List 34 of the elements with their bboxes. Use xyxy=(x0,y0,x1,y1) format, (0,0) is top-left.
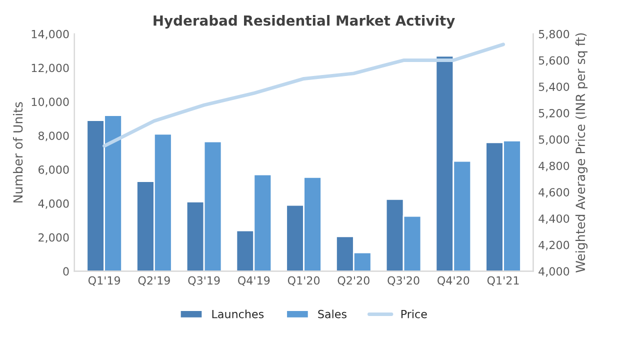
legend-label: Launches xyxy=(212,310,264,318)
y2-tick-label: 5,000 xyxy=(538,135,570,145)
y2-tick-label: 5,600 xyxy=(538,56,570,66)
x-tick-label: Q1'20 xyxy=(288,276,320,286)
x-tick-label: Q2'20 xyxy=(338,276,370,286)
y2-tick-label: 4,200 xyxy=(538,240,570,250)
y2-tick-label: 4,400 xyxy=(538,214,570,224)
y-tick-label: 8,000 xyxy=(38,132,69,142)
y2-tick-label: 4,800 xyxy=(538,162,570,172)
chart-title: Hyderabad Residential Market Activity xyxy=(154,15,455,29)
x-tick-label: Q2'19 xyxy=(138,276,170,286)
y2-tick-label: 5,200 xyxy=(538,108,570,119)
legend-label: Sales xyxy=(318,310,346,318)
y2-axis-title: Weighted Average Price (INR per sq ft) xyxy=(575,33,588,272)
y-axis-title: Number of Units xyxy=(13,102,23,202)
y-tick-label: 14,000 xyxy=(32,30,69,40)
legend-label: Price xyxy=(401,310,427,318)
y2-tick-label: 5,400 xyxy=(538,82,570,92)
y-tick-label: 0 xyxy=(63,267,69,276)
y2-tick-label: 4,000 xyxy=(538,267,570,277)
x-tick-label: Q1'19 xyxy=(88,276,120,286)
x-tick-label: Q4'20 xyxy=(438,276,470,286)
x-tick-label: Q3'19 xyxy=(188,276,220,286)
x-tick-label: Q4'19 xyxy=(238,276,270,286)
y2-tick-label: 5,800 xyxy=(538,30,570,40)
x-tick-label: Q1'21 xyxy=(487,276,519,286)
y2-tick-label: 4,600 xyxy=(538,188,570,198)
y-tick-label: 12,000 xyxy=(32,64,69,74)
y-tick-label: 10,000 xyxy=(32,98,69,108)
x-tick-label: Q3'20 xyxy=(388,276,420,286)
y-tick-label: 6,000 xyxy=(38,165,69,176)
y-tick-label: 2,000 xyxy=(38,233,69,243)
y-tick-label: 4,000 xyxy=(38,199,69,209)
line-series xyxy=(102,42,506,148)
